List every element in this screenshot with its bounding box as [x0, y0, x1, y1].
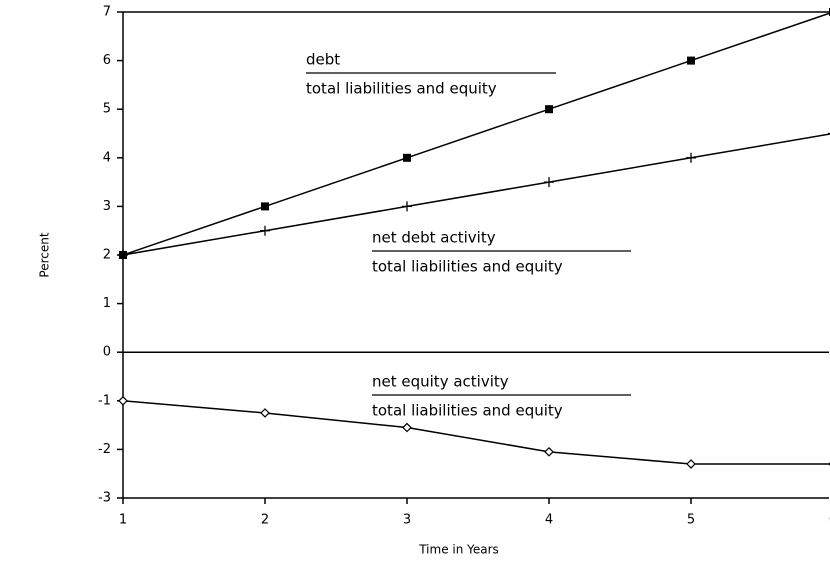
legend-label: total liabilities and equity	[372, 402, 563, 420]
x-tick-label: 5	[687, 513, 695, 528]
x-tick-label: 1	[119, 513, 127, 528]
x-tick-label: 6	[829, 513, 830, 528]
legend-label: debt	[306, 51, 340, 69]
x-tick-label: 4	[545, 513, 553, 528]
point	[686, 152, 696, 163]
x-tick-label: 3	[403, 513, 411, 528]
y-tick-label: 3	[103, 199, 111, 214]
legend-label: total liabilities and equity	[306, 80, 497, 98]
y-tick-label: 2	[103, 248, 111, 263]
point	[402, 201, 412, 212]
point	[687, 56, 695, 65]
x-tick-label: 2	[261, 513, 269, 528]
y-tick-label: 1	[103, 296, 111, 311]
y-tick-label: 0	[103, 345, 111, 360]
series-line	[122, 400, 830, 465]
point	[403, 153, 411, 162]
y-axis-label: Percent	[38, 232, 52, 277]
point	[544, 446, 554, 457]
x-axis-label: Time in Years	[418, 543, 499, 557]
legend-label: net equity activity	[372, 373, 509, 391]
y-tick-label: -3	[98, 491, 111, 506]
point	[544, 177, 554, 188]
point	[402, 422, 412, 433]
legend-label: net debt activity	[372, 229, 496, 247]
point	[261, 202, 269, 211]
series-line	[122, 12, 830, 256]
point	[260, 408, 270, 418]
y-tick-label: -2	[98, 442, 111, 457]
point	[686, 459, 696, 469]
y-tick-label: -1	[98, 393, 111, 408]
point	[118, 395, 128, 406]
series-line	[122, 133, 830, 256]
point	[545, 105, 553, 114]
y-tick-label: 6	[103, 53, 111, 68]
legend-label: total liabilities and equity	[372, 258, 563, 276]
y-tick-label: 4	[103, 150, 111, 165]
y-tick-label: 7	[103, 5, 111, 20]
y-tick-label: 5	[103, 102, 111, 117]
point	[118, 250, 128, 260]
point	[260, 225, 270, 236]
